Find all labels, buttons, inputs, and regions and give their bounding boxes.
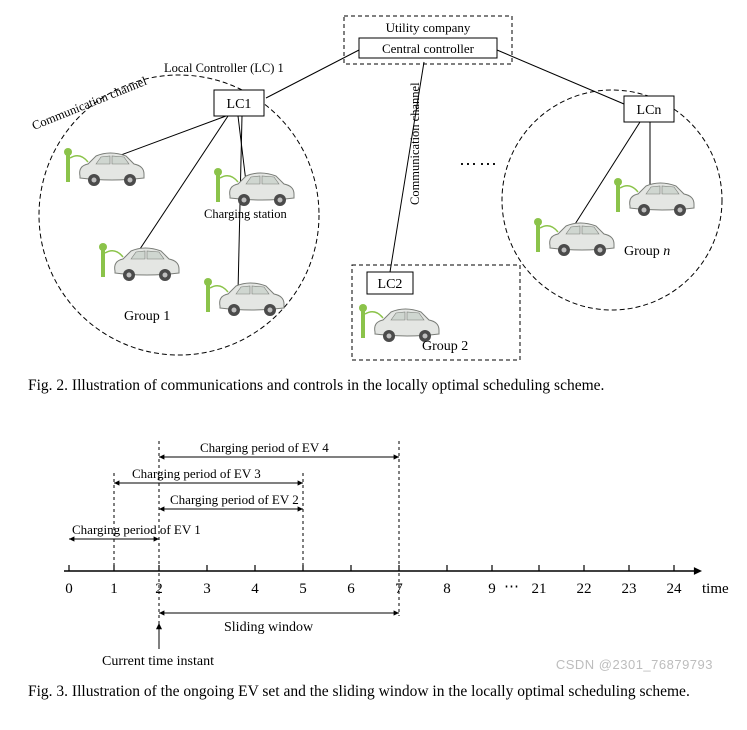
svg-text:3: 3 xyxy=(203,581,211,597)
figure-3: Charging period of EV 1 Charging period o… xyxy=(10,411,737,676)
svg-text:Charging period of EV 4: Charging period of EV 4 xyxy=(200,440,329,455)
svg-text:Communication channel: Communication channel xyxy=(29,74,148,133)
svg-text:Communication channel: Communication channel xyxy=(408,82,422,205)
svg-text:Charging period of EV 1: Charging period of EV 1 xyxy=(72,522,201,537)
svg-text:Utility company: Utility company xyxy=(385,20,470,35)
svg-text:24: 24 xyxy=(666,581,682,597)
figure-3-svg: Charging period of EV 1 Charging period o… xyxy=(14,411,734,676)
svg-text:21: 21 xyxy=(531,581,546,597)
svg-text:22: 22 xyxy=(576,581,591,597)
svg-text:time: time xyxy=(702,581,729,597)
svg-text:Central controller: Central controller xyxy=(381,41,474,56)
svg-text:Group n: Group n xyxy=(624,244,670,259)
svg-text:8: 8 xyxy=(443,581,451,597)
figure-2-svg: Utility company Central controller LC1 Char… xyxy=(14,10,734,370)
svg-text:23: 23 xyxy=(621,581,636,597)
svg-text:Group 2: Group 2 xyxy=(422,339,468,354)
svg-text:⋯: ⋯ xyxy=(504,579,519,595)
svg-text:LCn: LCn xyxy=(636,103,661,118)
svg-text:LC1: LC1 xyxy=(226,97,251,112)
svg-text:Local Controller (LC) 1: Local Controller (LC) 1 xyxy=(164,61,284,75)
svg-text:Sliding window: Sliding window xyxy=(224,620,314,635)
svg-text:5: 5 xyxy=(299,581,307,597)
svg-text:Current time instant: Current time instant xyxy=(102,654,214,669)
svg-text:⋯⋯: ⋯⋯ xyxy=(459,154,499,174)
svg-text:Charging station: Charging station xyxy=(204,207,288,221)
svg-text:6: 6 xyxy=(347,581,355,597)
svg-text:9: 9 xyxy=(488,581,496,597)
svg-text:7: 7 xyxy=(395,581,403,597)
svg-text:1: 1 xyxy=(110,581,118,597)
svg-text:LC2: LC2 xyxy=(377,277,402,292)
svg-text:Charging period of EV 2: Charging period of EV 2 xyxy=(170,492,299,507)
svg-text:0: 0 xyxy=(65,581,73,597)
watermark-text: CSDN @2301_76879793 xyxy=(556,657,713,672)
svg-text:4: 4 xyxy=(251,581,259,597)
figure-3-caption: Fig. 3. Illustration of the ongoing EV s… xyxy=(28,682,719,703)
svg-text:Charging period of EV 3: Charging period of EV 3 xyxy=(132,466,261,481)
figure-2: Utility company Central controller LC1 Char… xyxy=(10,10,737,370)
svg-text:2: 2 xyxy=(155,581,163,597)
figure-2-caption: Fig. 2. Illustration of communications a… xyxy=(28,376,719,397)
svg-text:Group 1: Group 1 xyxy=(124,309,170,324)
